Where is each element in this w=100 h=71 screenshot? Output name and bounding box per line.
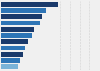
Bar — [1, 46, 25, 50]
Bar — [1, 58, 20, 63]
Bar — [1, 39, 28, 44]
Bar — [1, 52, 23, 57]
Bar — [1, 8, 46, 13]
Bar — [1, 64, 18, 69]
Bar — [1, 14, 42, 19]
Bar — [1, 21, 40, 25]
Bar — [1, 27, 34, 32]
Bar — [1, 33, 32, 38]
Bar — [1, 2, 58, 7]
